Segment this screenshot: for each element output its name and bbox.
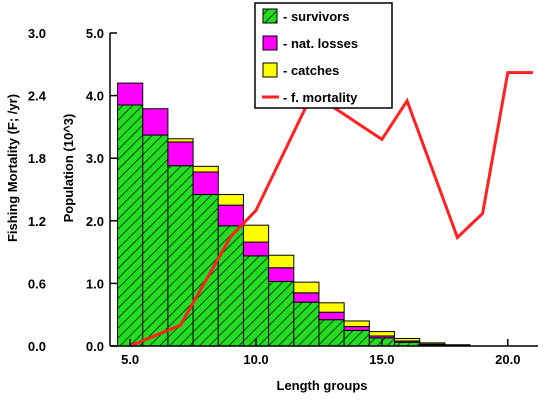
mortality-tick-label: 0.0 — [28, 339, 46, 354]
bar-nat-losses-6 — [142, 108, 169, 136]
bar-nat-losses-8 — [192, 171, 219, 196]
f-mortality-line — [129, 71, 533, 348]
bar-catches-16 — [393, 337, 421, 342]
bar-survivors-14 — [343, 329, 370, 347]
legend-swatch-survivors — [262, 8, 278, 24]
bar-survivors-9 — [217, 225, 244, 347]
legend-box — [254, 2, 393, 109]
population-tick-label: 0.0 — [86, 339, 104, 354]
x-tick-label: 20.0 — [495, 352, 520, 367]
mortality-tick-label: 3.0 — [28, 26, 46, 41]
bar-survivors-11 — [268, 281, 295, 347]
legend-label-f-mortality: - f. mortality — [283, 90, 358, 105]
stacked-bars — [117, 82, 471, 347]
x-tick-label: 10.0 — [243, 352, 268, 367]
bar-nat-losses-10 — [242, 241, 270, 257]
legend-label-catches: - catches — [283, 63, 339, 78]
population-tick-label: 4.0 — [86, 89, 104, 104]
left-y-axis-title: Fishing Mortality (F; /yr) — [5, 94, 20, 242]
mortality-tick-label: 2.4 — [28, 89, 47, 104]
bar-survivors-5 — [117, 104, 144, 347]
bar-nat-losses-14 — [343, 326, 370, 331]
legend-label-nat-losses: - nat. losses — [283, 36, 358, 51]
mortality-tick-label: 1.2 — [28, 214, 46, 229]
bar-survivors-10 — [242, 255, 270, 347]
x-axis-title: Length groups — [277, 378, 368, 393]
right-y-axis-title: Population (10^3) — [61, 114, 76, 223]
bar-catches-9 — [217, 194, 244, 206]
bar-catches-14 — [343, 320, 370, 328]
bar-survivors-8 — [192, 194, 219, 347]
bar-nat-losses-12 — [293, 292, 320, 303]
bar-catches-13 — [318, 302, 345, 313]
mortality-tick-label: 1.8 — [28, 151, 46, 166]
x-tick-label: 15.0 — [369, 352, 394, 367]
population-tick-label: 5.0 — [86, 26, 104, 41]
bar-survivors-13 — [318, 319, 345, 347]
bar-nat-losses-11 — [268, 267, 295, 283]
legend-swatch-catches — [262, 62, 278, 78]
bar-catches-10 — [242, 224, 270, 243]
population-tick-label: 1.0 — [86, 276, 104, 291]
bar-catches-11 — [268, 254, 295, 269]
mortality-tick-label: 0.6 — [28, 276, 46, 291]
bar-catches-15 — [368, 331, 396, 337]
axes: 5.0 10.0 15.0 20.0 0.0 1.0 2.0 3.0 4.0 5.0 0.0 0.6 1… — [28, 26, 538, 367]
bar-nat-losses-9 — [217, 204, 244, 227]
bar-nat-losses-5 — [117, 82, 144, 106]
legend: - survivors - nat. losses - catches - f.… — [254, 2, 393, 109]
population-tick-label: 3.0 — [86, 151, 104, 166]
bar-nat-losses-7 — [167, 141, 194, 167]
bar-survivors-12 — [293, 301, 320, 347]
bar-catches-12 — [293, 281, 320, 294]
legend-swatch-nat-losses — [262, 35, 278, 51]
population-tick-label: 2.0 — [86, 214, 104, 229]
bar-catches-17 — [419, 342, 446, 345]
legend-label-survivors: - survivors — [283, 9, 349, 24]
bar-catches-8 — [192, 165, 219, 173]
mortality-line-layer — [129, 71, 533, 348]
bar-survivors-6 — [142, 134, 169, 347]
bar-nat-losses-13 — [318, 311, 345, 321]
x-tick-label: 5.0 — [121, 352, 139, 367]
bar-catches-7 — [167, 138, 194, 143]
bar-survivors-7 — [167, 165, 194, 347]
